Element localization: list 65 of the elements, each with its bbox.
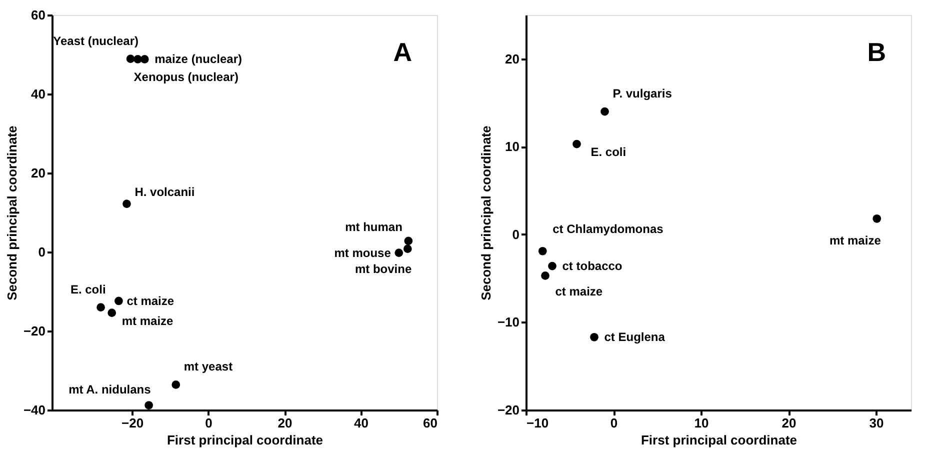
annotation: mt A. nidulans [68,382,152,396]
point [96,303,105,312]
point [572,140,581,148]
point [403,244,412,254]
annotation: ct tobacco [562,259,622,274]
y-tick-label: −20 [23,324,46,338]
y-tick-label: 20 [505,51,520,66]
annotation: ct maize [126,294,174,308]
point [140,55,149,64]
x-axis-title: First principal coordinate [640,432,798,448]
annotation: ct Chlamydomonas [552,222,664,236]
annotation: mt mouse [334,246,392,260]
x-tick-label: 40 [354,416,368,430]
annotation: A [393,37,412,67]
annotation: P. vulgaris [612,86,672,101]
point [114,296,123,306]
annotation: mt human [345,220,402,234]
y-tick-label: 20 [31,166,46,180]
x-tick-label: 10 [694,416,709,430]
annotation: ct Euglena [604,330,666,344]
annotation: B [867,37,886,67]
point [134,55,142,64]
x-tick-label: −10 [526,416,549,430]
x-tick-label: 60 [423,416,438,430]
annotation: Xenopus (nuclear) [134,70,238,84]
y-tick-label: 0 [512,226,520,242]
point [600,107,609,116]
annotation: H. volcanii [134,184,195,199]
point [126,54,135,64]
point [404,236,413,246]
y-tick-label: −40 [23,402,46,418]
annotation: mt maize [830,234,882,248]
point [872,214,882,223]
annotation: maize (nuclear) [154,52,242,66]
annotation: mt yeast [184,360,233,374]
point [394,248,404,257]
y-tick-label: 40 [31,86,46,102]
annotation: mt maize [122,314,174,328]
annotation: E. coli [70,282,106,296]
y-tick-label: −20 [497,402,520,418]
annotation: ct maize [555,284,603,299]
annotation: Yeast (nuclear) [53,34,139,48]
point [538,246,547,256]
point [108,308,116,318]
x-axis-title: First principal coordinate [166,432,324,448]
x-tick-label: 0 [610,416,618,430]
x-tick-label: 30 [869,416,884,430]
annotation: E. coli [590,145,626,160]
x-tick-label: 0 [205,416,212,430]
y-tick-label: 10 [505,139,520,154]
y-axis-title: Second principal coordinate [478,126,494,300]
point [144,401,154,410]
y-axis-title: Second principal coordinate [4,126,20,300]
y-tick-label: 60 [31,8,46,22]
point [172,380,180,389]
x-tick-label: 20 [278,416,292,430]
point [590,332,598,342]
point [548,262,556,270]
x-tick-label: 20 [782,416,796,430]
y-tick-label: −10 [497,314,520,330]
annotation: mt bovine [354,262,412,276]
x-tick-label: −20 [122,416,144,430]
point [122,200,131,208]
point [541,272,550,280]
y-tick-label: 0 [38,244,46,260]
